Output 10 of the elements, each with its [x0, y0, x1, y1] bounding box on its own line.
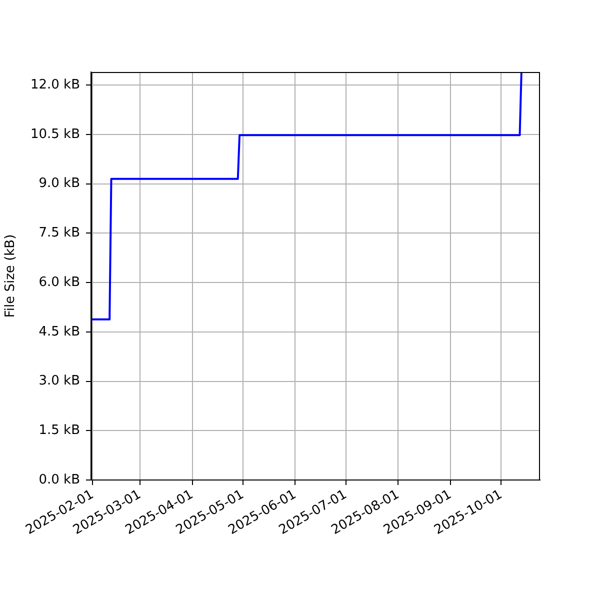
y-tick-label: 3.0 kB	[38, 374, 80, 389]
y-tick-label: 0.0 kB	[38, 472, 80, 488]
y-tick-label: 9.0 kB	[38, 176, 80, 192]
y-tick-label: 12.0 kB	[30, 78, 80, 93]
y-tick-label: 7.5 kB	[38, 226, 80, 241]
y-axis-title: File Size (kB)	[3, 234, 18, 318]
y-tick-label: 6.0 kB	[38, 274, 80, 290]
y-tick-label: 10.5 kB	[30, 126, 80, 142]
y-tick-label: 4.5 kB	[38, 324, 80, 340]
y-tick-label: 1.5 kB	[38, 423, 80, 438]
